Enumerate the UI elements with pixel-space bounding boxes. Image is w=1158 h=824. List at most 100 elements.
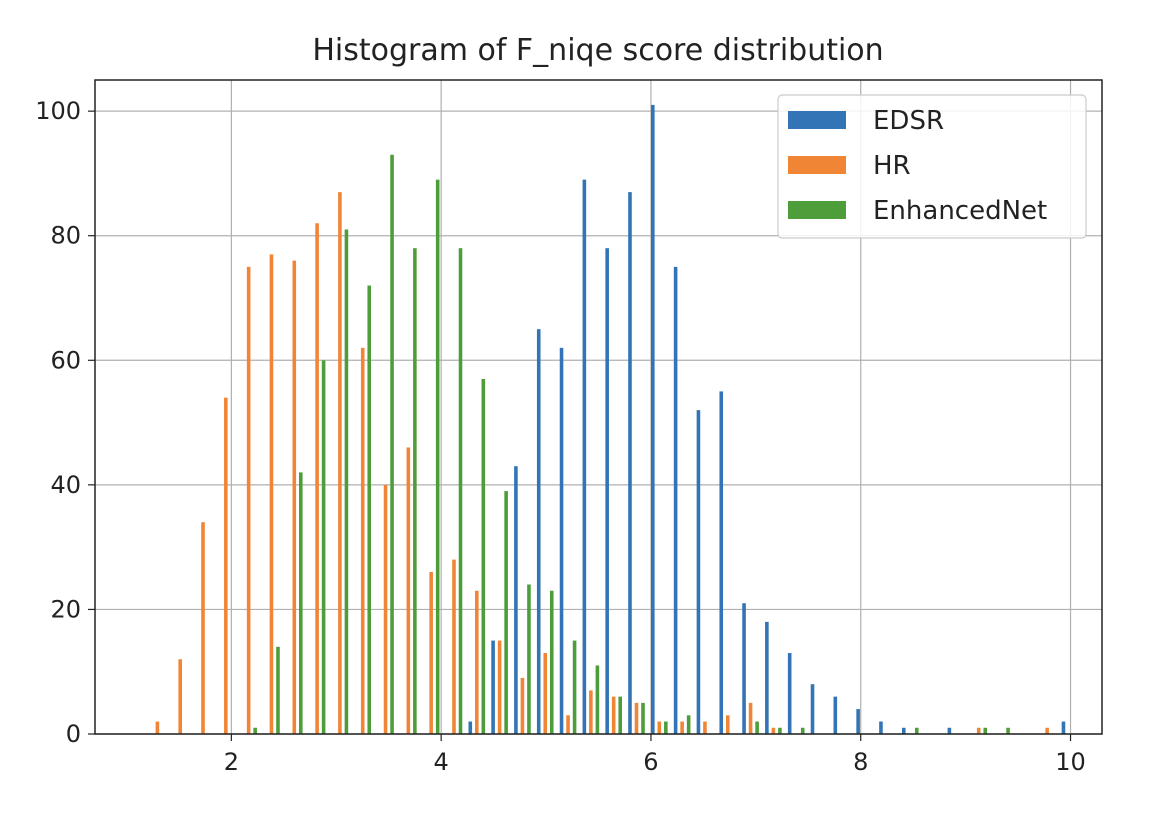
bar-hr (497, 640, 502, 734)
bar-enhancednet (504, 491, 508, 734)
legend-label-hr: HR (873, 151, 911, 181)
y-tick-label: 0 (66, 720, 81, 748)
bar-hr (566, 715, 570, 734)
bar-edsr (651, 104, 655, 734)
bar-hr (178, 659, 182, 734)
bar-enhancednet (983, 727, 988, 734)
bar-edsr (536, 329, 541, 734)
bar-hr (360, 347, 365, 734)
bar-hr (976, 727, 981, 734)
x-tick-label: 2 (224, 748, 239, 776)
bar-hr (589, 690, 593, 734)
bar-edsr (491, 640, 495, 734)
bar-hr (338, 192, 342, 735)
bar-edsr (605, 248, 609, 734)
bar-hr (680, 721, 684, 734)
y-tick-label: 20 (50, 595, 81, 623)
bar-hr (703, 721, 707, 734)
legend-box (777, 94, 1087, 239)
bar-enhancednet (755, 721, 759, 734)
bar-edsr (856, 709, 860, 734)
bar-hr (475, 590, 479, 734)
plot-frame (94, 79, 1103, 735)
bar-enhancednet (344, 229, 349, 734)
bar-edsr (719, 391, 724, 734)
bar-enhancednet (367, 285, 372, 734)
bar-enhancednet (778, 727, 782, 734)
bar-enhancednet (527, 584, 531, 734)
bar-hr (269, 254, 274, 734)
x-tick-label: 8 (853, 748, 868, 776)
bar-edsr (673, 266, 678, 734)
bar-hr (543, 653, 548, 734)
bar-enhancednet (686, 715, 691, 734)
bar-edsr (514, 466, 518, 734)
x-tick-label: 4 (434, 748, 449, 776)
legend-label-edsr: EDSR (873, 106, 944, 136)
bar-edsr (582, 179, 587, 734)
bar-enhancednet (1006, 727, 1010, 734)
bar-hr (657, 721, 662, 734)
chart-title: Histogram of F_niqe score distribution (312, 33, 883, 68)
bar-hr (748, 702, 753, 734)
bar-edsr (810, 684, 815, 734)
bar-enhancednet (572, 640, 577, 734)
y-tick-label: 40 (50, 471, 81, 499)
y-tick-label: 100 (35, 97, 81, 125)
legend-swatch-hr (788, 156, 846, 174)
bar-enhancednet (618, 696, 622, 734)
bar-edsr (787, 653, 792, 734)
bar-hr (771, 727, 776, 734)
bar-enhancednet (800, 727, 805, 734)
legend-swatch-enhancednet (788, 201, 846, 219)
bar-edsr (468, 721, 473, 734)
bars-layer (155, 104, 1066, 735)
bar-edsr (742, 603, 746, 734)
legend: EDSR HR EnhancedNet (777, 94, 1087, 239)
y-tick-label: 80 (50, 222, 81, 250)
bar-enhancednet (435, 179, 440, 734)
bar-edsr (559, 347, 564, 734)
x-tick-label: 6 (643, 748, 658, 776)
bar-hr (611, 696, 616, 734)
bar-hr (383, 484, 388, 734)
bar-enhancednet (458, 248, 463, 734)
bar-edsr (1061, 721, 1066, 734)
bar-enhancednet (595, 665, 600, 734)
x-tick-label: 10 (1055, 748, 1086, 776)
bar-enhancednet (664, 721, 668, 734)
bar-hr (1045, 727, 1049, 734)
bar-hr (315, 223, 319, 734)
y-tick-label: 60 (50, 346, 81, 374)
bar-enhancednet (413, 248, 417, 734)
bar-edsr (901, 727, 906, 734)
bar-enhancednet (390, 154, 394, 734)
bar-enhancednet (253, 727, 257, 734)
bar-hr (452, 559, 456, 734)
bar-enhancednet (915, 727, 919, 734)
bar-edsr (628, 192, 632, 735)
bar-enhancednet (299, 472, 303, 734)
bar-hr (406, 447, 411, 734)
bar-edsr (947, 727, 952, 734)
bar-hr (224, 397, 228, 734)
bar-edsr (833, 696, 838, 734)
bar-enhancednet (321, 360, 326, 734)
bar-enhancednet (481, 378, 486, 734)
bar-hr (201, 522, 205, 734)
bar-hr (634, 702, 639, 734)
bar-edsr (696, 410, 701, 734)
bar-enhancednet (549, 590, 554, 734)
bar-enhancednet (641, 702, 645, 734)
bar-hr (246, 266, 251, 734)
bar-hr (520, 677, 525, 734)
bar-hr (292, 260, 297, 734)
bar-edsr (879, 721, 883, 734)
bar-hr (429, 572, 433, 734)
bar-hr (725, 715, 730, 734)
bar-enhancednet (276, 646, 280, 734)
bar-edsr (765, 621, 769, 734)
